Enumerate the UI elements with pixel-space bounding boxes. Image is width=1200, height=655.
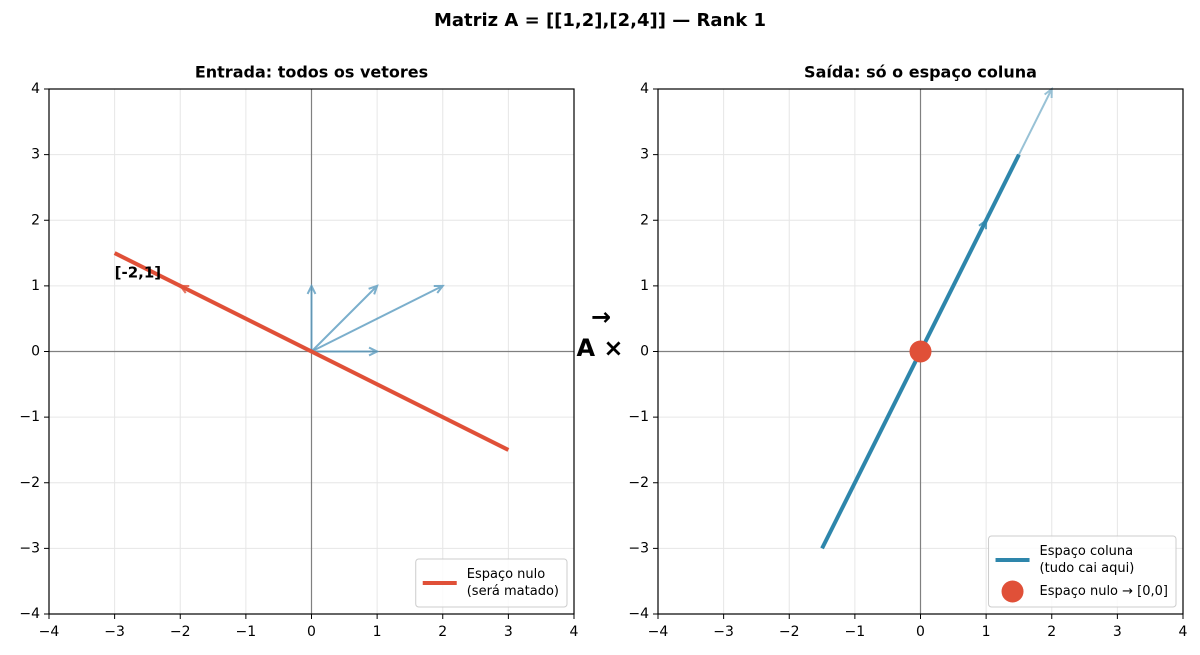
- vector-arrow: [919, 218, 988, 352]
- y-tick-label: −1: [19, 409, 40, 425]
- x-tick-label: −3: [713, 624, 734, 640]
- y-tick-label: −2: [19, 475, 40, 491]
- vector-arrow: [310, 284, 379, 353]
- x-tick-label: 0: [307, 624, 316, 640]
- vector-arrow: [178, 284, 312, 353]
- x-tick-label: −4: [648, 624, 669, 640]
- y-tick-label: 3: [31, 147, 40, 163]
- x-tick-label: −1: [845, 624, 866, 640]
- x-tick-label: 1: [373, 624, 382, 640]
- y-tick-label: 1: [31, 278, 40, 294]
- y-tick-label: 1: [640, 278, 649, 294]
- x-tick-label: 1: [982, 624, 991, 640]
- annotation-text: A ×: [576, 334, 623, 362]
- x-tick-label: 2: [438, 624, 447, 640]
- axes: Saída: só o espaço coluna −4 −3 −2 −1 0 1 2 3 4 −4…: [628, 63, 1187, 641]
- figure-title: Matriz A = [[1,2],[2,4]] — Rank 1: [434, 10, 766, 31]
- vector-arrow: [306, 283, 317, 352]
- legend-label: Espaço nulo → [0,0]: [1040, 584, 1168, 599]
- axes-title: Entrada: todos os vetores: [195, 63, 428, 82]
- legend-label: Espaço coluna: [1040, 544, 1134, 559]
- y-tick-label: 0: [640, 344, 649, 360]
- y-tick-label: −1: [628, 409, 649, 425]
- x-tick-label: −4: [39, 624, 60, 640]
- y-tick-label: −3: [628, 540, 649, 556]
- point: [909, 340, 932, 363]
- x-tick-label: 4: [570, 624, 579, 640]
- legend-swatch: [1001, 580, 1024, 603]
- y-tick-label: −3: [19, 540, 40, 556]
- y-tick-label: 3: [640, 147, 649, 163]
- legend-label: Espaço nulo: [467, 567, 546, 582]
- x-tick-label: 3: [504, 624, 513, 640]
- axes-frame: [657, 88, 1184, 615]
- x-tick-label: −2: [779, 624, 800, 640]
- axes-frame: [48, 88, 575, 615]
- axes-title: Saída: só o espaço coluna: [804, 63, 1037, 82]
- y-tick-label: −4: [628, 606, 649, 622]
- y-tick-label: 2: [31, 212, 40, 228]
- y-tick-label: −4: [19, 606, 40, 622]
- x-tick-label: 2: [1047, 624, 1056, 640]
- x-tick-label: −3: [104, 624, 125, 640]
- x-tick-label: −1: [236, 624, 257, 640]
- y-tick-label: −2: [628, 475, 649, 491]
- annotation: [-2,1]: [115, 263, 162, 281]
- legend-box: [415, 558, 568, 608]
- annotation-arrow: →: [591, 303, 611, 331]
- x-tick-label: 4: [1179, 624, 1188, 640]
- y-tick-label: 0: [31, 344, 40, 360]
- legend-label: (tudo cai aqui): [1040, 561, 1135, 576]
- vector-arrow: [311, 346, 380, 357]
- legend: Espaço nulo (será matado): [415, 558, 568, 608]
- legend-label: (será matado): [467, 584, 559, 599]
- x-tick-label: −2: [170, 624, 191, 640]
- y-tick-label: 4: [640, 81, 649, 97]
- x-tick-label: 0: [916, 624, 925, 640]
- y-tick-label: 4: [31, 81, 40, 97]
- x-tick-label: 3: [1113, 624, 1122, 640]
- legend: Espaço coluna (tudo cai aqui) Espaço nulo …: [988, 535, 1177, 608]
- y-tick-label: 2: [640, 212, 649, 228]
- axes: Entrada: todos os vetores −4 −3 −2 −1 0 1 2 3 4 −4…: [19, 63, 578, 641]
- vector-arrow: [311, 284, 445, 353]
- legend-box: [988, 535, 1177, 608]
